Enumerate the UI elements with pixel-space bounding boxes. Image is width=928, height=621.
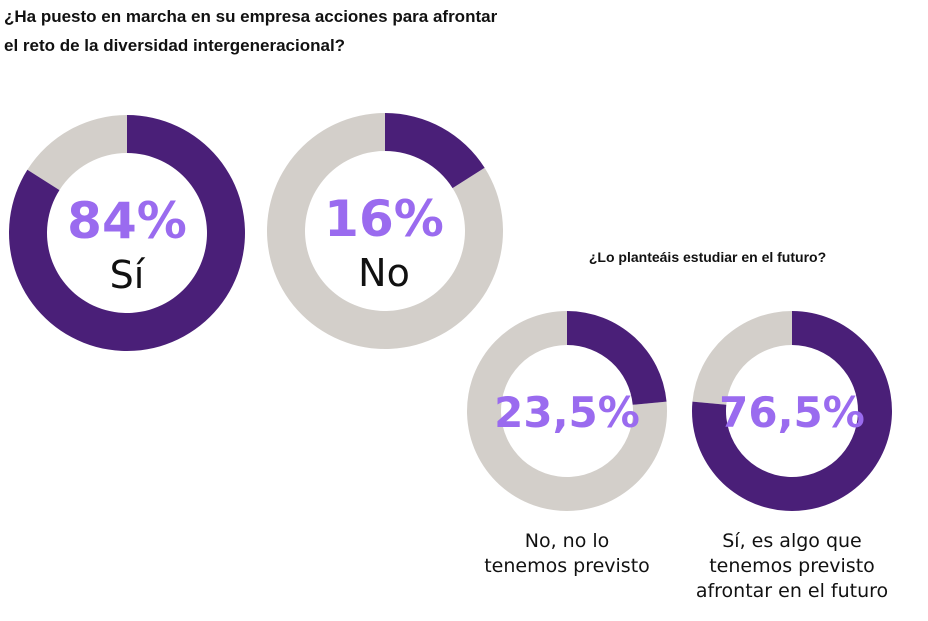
- donut-si: 84% Sí: [8, 115, 246, 351]
- category-label-no: No: [358, 251, 410, 295]
- caption-line: tenemos previsto: [709, 555, 875, 577]
- value-label-si-previsto: 76,5%: [719, 388, 865, 437]
- donut-si-previsto: 76,5%: [692, 311, 892, 512]
- caption-line: tenemos previsto: [484, 555, 650, 577]
- caption-line: afrontar en el futuro: [695, 580, 889, 602]
- donut-segment-value: [8, 115, 246, 351]
- donut-segment-remainder: [27, 115, 127, 191]
- caption-line: No, no lo: [524, 530, 610, 552]
- donut-segment-remainder: [467, 311, 667, 511]
- donut-segment-value: [385, 113, 485, 189]
- donut-segment-remainder: [692, 311, 792, 405]
- caption-no-previsto: No, no lo tenemos previsto: [447, 529, 687, 579]
- chart-title: ¿Ha puesto en marcha en su empresa accio…: [4, 2, 497, 60]
- donut-no: 16% No: [267, 113, 503, 349]
- value-label-no: 16%: [324, 190, 444, 248]
- caption-si-previsto: Sí, es algo que tenemos previsto afronta…: [672, 529, 912, 604]
- value-label-no-previsto: 23,5%: [494, 388, 640, 437]
- donut-segment-value: [692, 311, 892, 512]
- value-label-si: 84%: [67, 192, 187, 250]
- sub-chart-title: ¿Lo planteáis estudiar en el futuro?: [588, 249, 827, 265]
- title-line-1: ¿Ha puesto en marcha en su empresa accio…: [4, 7, 498, 26]
- caption-line: Sí, es algo que: [722, 530, 862, 552]
- category-label-si: Sí: [110, 253, 146, 297]
- title-line-2: el reto de la diversidad intergeneracion…: [4, 36, 346, 55]
- donut-segment-value: [567, 311, 667, 405]
- donut-no-previsto: 23,5%: [467, 311, 667, 511]
- donut-segment-remainder: [267, 113, 503, 349]
